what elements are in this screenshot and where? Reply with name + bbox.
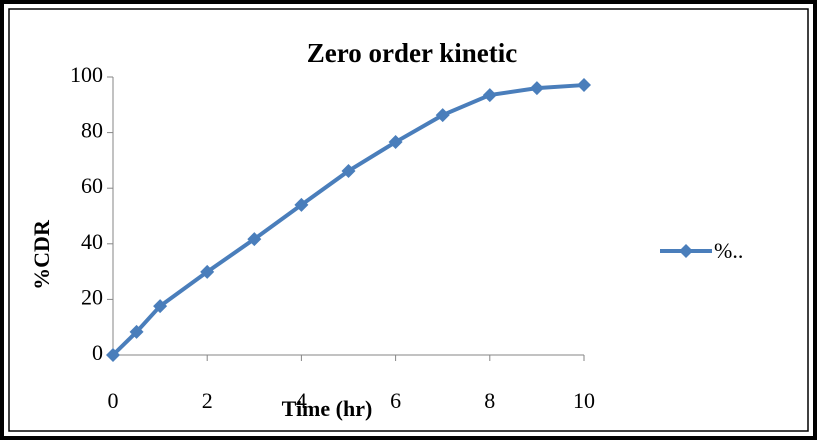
y-tick-label: 100 [70, 62, 103, 87]
x-tick-label: 2 [202, 388, 213, 413]
marker [294, 197, 309, 212]
marker [482, 88, 497, 103]
x-tick-label: 10 [573, 388, 595, 413]
marker [129, 324, 144, 339]
y-tick-label: 80 [81, 118, 103, 143]
marker [577, 78, 591, 93]
y-tick-label: 60 [81, 173, 103, 198]
marker [435, 108, 450, 123]
x-axis-label: Time (hr) [282, 396, 373, 421]
legend-marker [679, 244, 693, 258]
marker [341, 163, 356, 178]
marker [200, 264, 215, 279]
marker [153, 299, 168, 314]
y-tick-label: 40 [81, 229, 103, 254]
x-tick-label: 4 [296, 388, 307, 413]
inner-frame [8, 8, 809, 432]
x-tick-label: 8 [484, 388, 495, 413]
chart-title: Zero order kinetic [307, 38, 517, 68]
y-tick-label: 0 [92, 340, 103, 365]
marker [106, 348, 120, 362]
marker [529, 81, 544, 96]
x-tick-label: 6 [390, 388, 401, 413]
marker [388, 135, 403, 150]
legend-label: %.. [714, 238, 743, 263]
series-line [111, 83, 585, 357]
marker [247, 232, 262, 247]
y-axis-label: %CDR [29, 219, 54, 290]
x-tick-label: 0 [108, 388, 119, 413]
y-tick-label: 20 [81, 284, 103, 309]
